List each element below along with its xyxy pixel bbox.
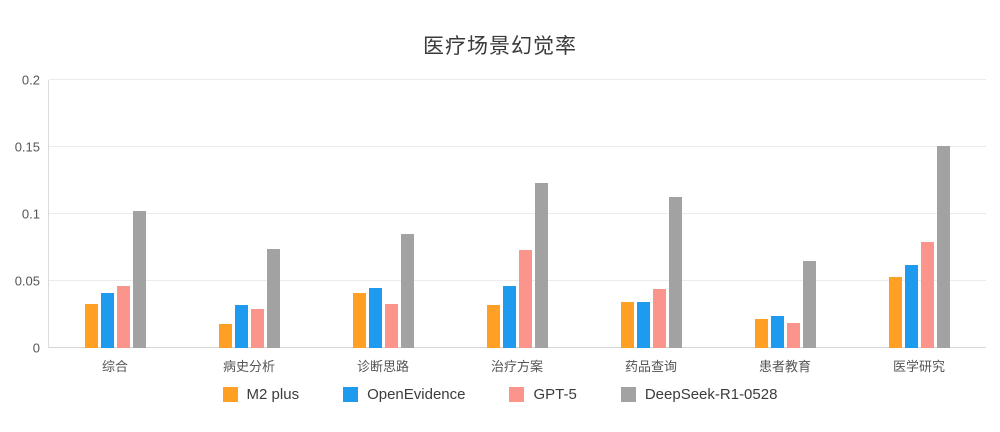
x-tick-label: 患者教育 (758, 359, 811, 374)
bar-m2-plus (888, 276, 902, 348)
legend-label: DeepSeek-R1-0528 (644, 386, 778, 403)
x-tick-label: 治疗方案 (490, 359, 543, 374)
legend-swatch (509, 387, 525, 402)
bar-openevidence (369, 287, 383, 348)
y-tick-label: 0.2 (21, 72, 40, 88)
bar-openevidence (770, 315, 784, 348)
bar-gpt-5 (385, 303, 399, 348)
bar-openevidence (235, 305, 249, 348)
bar-m2-plus (487, 305, 500, 348)
bar-openevidence (904, 264, 918, 348)
bar-groups (49, 80, 986, 348)
bar-deepseek-r1-0528 (133, 211, 147, 348)
x-tick-label: 病史分析 (222, 359, 275, 374)
bar-group (183, 80, 317, 348)
bar-m2-plus (219, 323, 233, 348)
y-axis: 0 0.05 0.1 0.15 0.2 (8, 73, 48, 356)
legend-label: M2 plus (246, 386, 300, 403)
legend-item-deepseek-r1-0528[interactable]: DeepSeek-R1-0528 (620, 386, 778, 403)
bar-group (718, 80, 852, 348)
bar-gpt-5 (652, 289, 666, 348)
legend-item-openevidence[interactable]: OpenEvidence (343, 386, 465, 403)
bar-deepseek-r1-0528 (802, 260, 816, 348)
legend: M2 plus OpenEvidence GPT-5 DeepSeek-R1-0528 (0, 386, 1000, 403)
bar-deepseek-r1-0528 (267, 248, 281, 348)
bar-gpt-5 (117, 286, 131, 348)
bar-gpt-5 (519, 250, 532, 348)
bar-m2-plus (620, 302, 634, 348)
bar-group (584, 80, 718, 348)
bar-group (852, 80, 986, 348)
plot-grid (48, 79, 986, 348)
chart-title: 医疗场景幻觉率 (423, 35, 577, 58)
legend-swatch (620, 387, 636, 402)
bar-deepseek-r1-0528 (668, 196, 682, 348)
y-tick-label: 0.1 (21, 206, 40, 222)
gridline (49, 213, 986, 214)
x-tick-label: 医学研究 (892, 359, 945, 374)
legend-label: GPT-5 (533, 386, 577, 403)
x-tick-label: 诊断思路 (356, 359, 409, 374)
legend-item-m2-plus[interactable]: M2 plus (222, 386, 300, 403)
bar-openevidence (503, 286, 516, 348)
x-tick-label: 综合 (101, 359, 128, 374)
legend-swatch (222, 387, 238, 402)
bar-group (49, 80, 183, 348)
bar-gpt-5 (920, 242, 934, 348)
bar-gpt-5 (786, 322, 800, 348)
bar-m2-plus (85, 303, 99, 348)
legend-swatch (343, 387, 359, 402)
bar-openevidence (101, 293, 115, 348)
bar-m2-plus (353, 293, 367, 348)
legend-item-gpt-5[interactable]: GPT-5 (509, 386, 577, 403)
bar-m2-plus (754, 318, 768, 348)
bar-deepseek-r1-0528 (936, 145, 950, 348)
x-tick-label: 药品查询 (624, 359, 677, 374)
y-tick-label: 0.15 (14, 139, 40, 155)
gridline (49, 347, 986, 348)
gridline (49, 146, 986, 147)
gridline (49, 280, 986, 281)
bar-deepseek-r1-0528 (401, 234, 415, 348)
gridline (49, 79, 986, 80)
bar-gpt-5 (251, 309, 265, 348)
legend-label: OpenEvidence (367, 386, 466, 403)
bar-group (451, 80, 585, 348)
bar-openevidence (636, 302, 650, 348)
y-tick-label: 0 (32, 340, 40, 356)
bar-group (317, 80, 451, 348)
plot-area: 0 0.05 0.1 0.15 0.2 (8, 73, 986, 356)
x-axis-labels: 综合 病史分析 诊断思路 治疗方案 药品查询 患者教育 医学研究 (48, 356, 986, 375)
bar-deepseek-r1-0528 (535, 183, 548, 348)
y-tick-label: 0.05 (14, 273, 40, 289)
